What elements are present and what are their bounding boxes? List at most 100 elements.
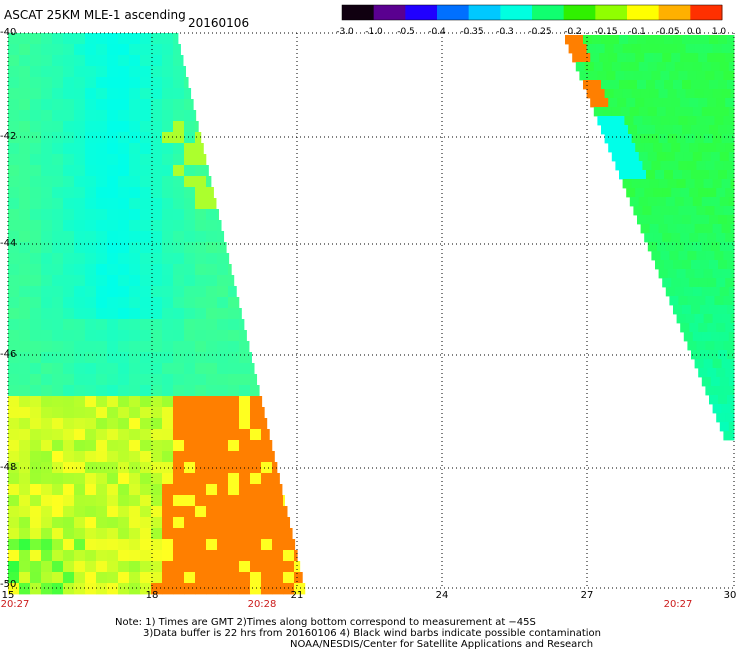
swath-cell	[674, 62, 685, 72]
swath-cell	[294, 539, 296, 551]
swath-cell	[140, 572, 152, 584]
swath-cell	[620, 107, 631, 117]
swath-cell	[74, 132, 86, 144]
swath-cell	[206, 330, 218, 342]
swath-cell	[19, 55, 31, 67]
swath-cell	[30, 77, 42, 89]
swath-cell	[716, 233, 726, 243]
swath-cell	[728, 287, 735, 297]
swath-cell	[129, 495, 141, 507]
swath-cell	[195, 121, 199, 133]
swath-cell	[140, 550, 152, 562]
swath-cell	[696, 296, 706, 306]
swath-cell	[74, 352, 86, 364]
swath-cell	[52, 55, 64, 67]
swath-cell	[673, 260, 683, 270]
swath-cell	[118, 209, 130, 221]
swath-cell	[162, 110, 174, 122]
swath-cell	[63, 528, 75, 540]
swath-cell	[74, 407, 86, 419]
swath-cell	[217, 220, 222, 232]
swath-cell	[707, 278, 717, 288]
swath-cell	[19, 253, 31, 265]
swath-cell	[712, 314, 722, 324]
swath-cell	[162, 407, 174, 419]
swath-cell	[129, 550, 141, 562]
swath-cell	[184, 275, 196, 287]
swath-cell	[63, 517, 75, 529]
swath-cell	[206, 418, 218, 430]
swath-cell	[151, 506, 163, 518]
swath-cell	[41, 44, 53, 56]
swath-cell	[129, 363, 141, 375]
swath-cell	[52, 374, 64, 386]
swath-cell	[30, 44, 42, 56]
swath-cell	[8, 77, 20, 89]
swath-cell	[8, 143, 20, 155]
swath-cell	[173, 352, 185, 364]
swath-cell	[118, 396, 130, 408]
colorbar-label: -0.05	[656, 27, 680, 37]
swath-cell	[63, 33, 75, 45]
swath-cell	[732, 341, 735, 351]
swath-cell	[217, 473, 229, 485]
swath-cell	[129, 462, 141, 474]
swath-cell	[19, 143, 31, 155]
swath-cell	[718, 125, 728, 135]
swath-cell	[52, 121, 64, 133]
swath-cell	[217, 495, 229, 507]
swath-cell	[173, 187, 185, 199]
swath-cell	[206, 198, 217, 210]
swath-cell	[8, 176, 20, 188]
swath-cell	[52, 44, 64, 56]
swath-cell	[96, 319, 108, 331]
swath-cell	[728, 242, 735, 252]
swath-cell	[730, 359, 735, 369]
swath-cell	[30, 165, 42, 177]
swath-cell	[118, 506, 130, 518]
swath-cell	[19, 319, 31, 331]
swath-cell	[272, 528, 284, 540]
swath-cell	[30, 242, 42, 254]
swath-cell	[74, 473, 86, 485]
swath-cell	[217, 572, 229, 584]
swath-cell	[656, 152, 667, 162]
swath-cell	[107, 66, 119, 78]
swath-cell	[658, 89, 668, 99]
swath-cell	[129, 330, 141, 342]
swath-cell	[613, 134, 623, 144]
swath-cell	[721, 359, 731, 369]
swath-cell	[8, 451, 20, 463]
swath-cell	[195, 286, 207, 298]
swath-cell	[620, 152, 631, 162]
swath-cell	[63, 176, 75, 188]
swath-cell	[41, 385, 53, 397]
swath-cell	[683, 62, 694, 72]
swath-cell	[118, 253, 130, 265]
swath-cell	[173, 528, 185, 540]
swath-cell	[30, 539, 42, 551]
swath-cell	[622, 89, 632, 99]
swath-cell	[129, 528, 141, 540]
swath-cell	[30, 209, 42, 221]
swath-cell	[184, 484, 196, 496]
swath-cell	[283, 517, 291, 529]
swath-cell	[151, 209, 163, 221]
swath-cell	[140, 473, 152, 485]
swath-cell	[63, 363, 75, 375]
swath-cell	[272, 473, 280, 485]
swath-cell	[217, 561, 229, 573]
swath-cell	[239, 451, 251, 463]
swath-cell	[683, 107, 694, 117]
swath-cell	[118, 418, 130, 430]
swath-cell	[667, 134, 677, 144]
swath-cell	[642, 116, 652, 126]
swath-cell	[41, 264, 53, 276]
swath-cell	[151, 407, 163, 419]
swath-cell	[206, 209, 218, 221]
swath-cell	[642, 206, 652, 216]
swath-cell	[694, 269, 704, 279]
swath-cell	[8, 297, 20, 309]
swath-cell	[63, 572, 75, 584]
swath-cell	[8, 462, 20, 474]
